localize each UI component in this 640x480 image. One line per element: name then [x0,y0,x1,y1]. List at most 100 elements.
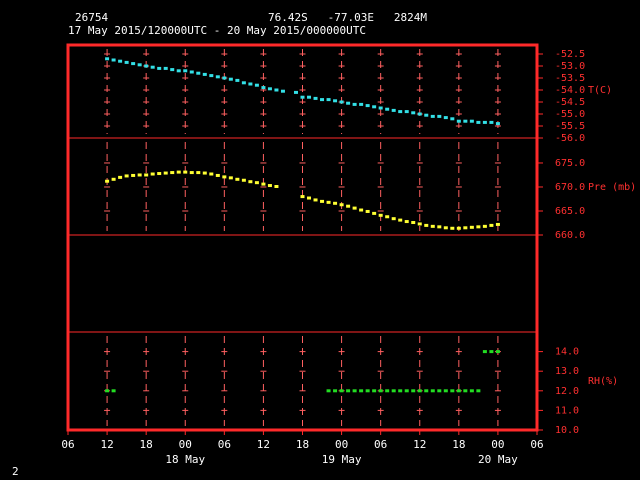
x-tick-label: 00 [335,438,348,451]
data-point [398,389,403,393]
data-point [176,170,181,174]
data-point [105,389,110,393]
data-point [222,175,227,179]
data-point [261,182,266,186]
data-point [378,389,383,393]
data-point [131,173,136,177]
data-point [339,100,344,104]
data-point [157,172,162,176]
y-axis-label: T(C) [588,85,612,96]
data-point [163,66,168,70]
data-point [450,226,455,230]
data-point [105,179,110,183]
x-tick-label: 06 [218,438,231,451]
data-point [118,59,123,63]
data-point [443,389,448,393]
data-point [274,88,279,92]
y-tick-label: -55.5 [555,121,585,132]
station-location: 76.42S -77.03E 2824M [268,11,427,24]
data-point [463,119,468,123]
y-tick-label: 665.0 [555,206,585,217]
data-point [417,389,422,393]
data-point [489,350,494,354]
y-tick-label: -54.0 [555,85,585,96]
data-point [489,120,494,124]
data-point [346,204,351,208]
data-point [333,99,338,103]
data-point [346,389,351,393]
data-point [124,60,129,64]
data-point [450,117,455,121]
y-tick-label: -53.0 [555,61,585,72]
data-point [261,86,266,90]
data-point [170,171,175,175]
data-point [463,389,468,393]
data-point [300,95,305,99]
time-period: 17 May 2015/120000UTC - 20 May 2015/0000… [68,24,366,37]
data-point [111,177,116,181]
data-point [411,221,416,225]
y-tick-label: 13.0 [555,366,579,377]
data-point [124,174,129,178]
data-point [495,222,500,226]
data-point [385,215,390,219]
data-point [235,78,240,82]
data-point [352,389,357,393]
data-point [372,389,377,393]
data-point [293,90,298,94]
y-tick-label: -54.5 [555,97,585,108]
data-point [267,184,272,188]
data-point [313,198,318,202]
data-point [417,112,422,116]
data-point [183,170,188,174]
data-point [404,110,409,114]
data-point [202,72,207,76]
data-point [215,173,220,177]
data-point [398,110,403,114]
data-point [372,211,377,215]
data-point [176,69,181,73]
data-point [437,225,442,229]
y-tick-label: -52.5 [555,49,585,60]
data-point [137,63,142,67]
x-tick-label: 18 [452,438,465,451]
data-point [150,65,155,69]
data-point [326,98,331,102]
data-point [430,389,435,393]
data-point [359,208,364,212]
data-point [437,389,442,393]
data-point [359,102,364,106]
data-point [443,226,448,230]
data-point [489,223,494,227]
data-point [495,122,500,126]
data-point [437,114,442,118]
data-point [476,120,481,124]
data-point [378,106,383,110]
data-point [372,105,377,109]
x-tick-label: 12 [257,438,270,451]
y-tick-label: 675.0 [555,158,585,169]
data-point [469,225,474,229]
data-point [339,203,344,207]
x-tick-label: 06 [530,438,543,451]
data-point [274,185,279,188]
data-point [307,95,312,99]
data-point [209,172,214,176]
data-point [495,350,500,354]
data-point [424,389,429,393]
data-point [424,113,429,117]
data-point [254,83,259,87]
y-tick-label: -55.0 [555,109,585,120]
data-point [352,206,357,210]
x-tick-label: 12 [413,438,426,451]
data-point [333,201,338,205]
data-point [430,224,435,228]
data-point [378,213,383,217]
data-point [189,70,194,74]
data-point [411,111,416,115]
data-point [215,75,220,79]
data-point [450,389,455,393]
data-point [118,175,123,179]
data-point [398,218,403,222]
